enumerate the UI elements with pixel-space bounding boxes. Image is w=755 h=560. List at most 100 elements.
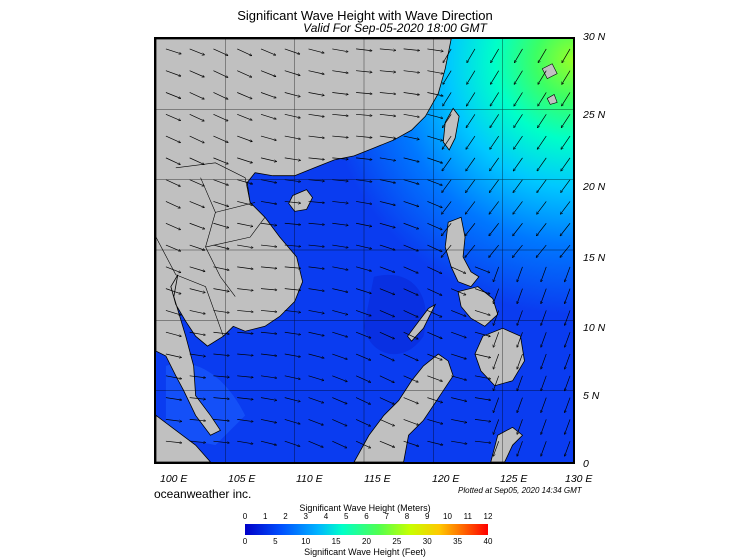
direction-arrow — [474, 288, 490, 294]
direction-arrow — [213, 375, 229, 377]
direction-arrow — [403, 201, 419, 206]
direction-arrow — [474, 440, 491, 443]
direction-arrow — [403, 375, 419, 382]
direction-arrow — [427, 222, 442, 229]
direction-arrow — [213, 310, 229, 312]
direction-arrow — [513, 157, 523, 171]
direction-arrow — [189, 375, 206, 378]
lat-lon-grid — [156, 39, 573, 462]
direction-arrow — [466, 157, 476, 171]
direction-arrow — [165, 179, 180, 187]
direction-arrow — [565, 288, 571, 304]
direction-arrow — [260, 157, 276, 162]
direction-arrow — [237, 419, 253, 421]
borneo-island — [353, 353, 454, 462]
direction-arrow — [493, 288, 500, 304]
direction-arrow — [260, 135, 276, 140]
lon-label-105e: 105 E — [228, 473, 256, 485]
direction-arrow — [427, 397, 442, 403]
direction-arrow — [517, 310, 523, 325]
luzon-island — [444, 216, 480, 288]
direction-arrow — [474, 419, 491, 421]
feet-tick-10: 10 — [301, 537, 311, 546]
lat-label-20n: 20 N — [583, 181, 606, 193]
direction-arrow — [260, 222, 277, 225]
direction-arrow — [451, 310, 466, 316]
meters-tick-12: 12 — [483, 512, 493, 521]
feet-tick-20: 20 — [362, 537, 371, 546]
direction-arrow — [284, 310, 301, 312]
direction-arrow — [403, 266, 419, 273]
lon-label-115e: 115 E — [364, 473, 391, 485]
direction-arrow — [538, 92, 547, 105]
direction-arrow — [189, 48, 205, 55]
direction-arrow — [403, 288, 418, 296]
direction-arrow — [356, 244, 371, 249]
direction-arrow — [379, 92, 396, 94]
direction-arrow — [165, 244, 181, 251]
meters-tick-0: 0 — [242, 512, 248, 521]
direction-arrow — [490, 70, 500, 85]
sumatra-island — [156, 414, 212, 462]
direction-arrow — [260, 48, 276, 55]
direction-arrow — [260, 310, 277, 311]
direction-arrow — [260, 353, 277, 356]
direction-arrow — [379, 440, 395, 447]
direction-arrow — [427, 353, 442, 360]
direction-arrow — [474, 353, 490, 358]
direction-arrow — [541, 375, 547, 391]
direction-arrow — [403, 440, 419, 446]
direction-arrow — [493, 419, 500, 434]
direction-arrow — [403, 135, 420, 139]
feet-tick-40: 40 — [483, 537, 493, 546]
direction-arrow — [237, 70, 251, 78]
direction-arrow — [427, 288, 441, 296]
lat-label-10n: 10 N — [583, 322, 606, 334]
direction-arrow — [332, 70, 348, 73]
direction-arrow — [493, 266, 500, 282]
direction-arrow — [427, 375, 442, 381]
direction-arrow — [355, 419, 370, 426]
direction-arrow — [308, 157, 325, 160]
wave-direction-arrows — [165, 48, 571, 456]
direction-arrow — [538, 114, 547, 127]
direction-arrow — [355, 331, 371, 338]
direction-arrow — [284, 353, 301, 357]
direction-arrow — [379, 70, 396, 72]
direction-arrow — [332, 331, 347, 337]
direction-arrow — [213, 331, 229, 334]
direction-arrow — [284, 288, 301, 291]
direction-arrow — [493, 332, 500, 347]
direction-arrow — [165, 266, 181, 273]
direction-arrow — [356, 179, 372, 182]
direction-arrow — [379, 266, 395, 272]
direction-arrow — [427, 179, 442, 186]
direction-arrow — [565, 266, 571, 282]
direction-arrow — [541, 310, 547, 325]
direction-arrow — [237, 440, 253, 444]
direction-arrow — [308, 419, 324, 425]
direction-arrow — [427, 201, 442, 207]
direction-arrow — [213, 397, 229, 399]
direction-arrow — [441, 244, 452, 257]
direction-arrow — [379, 222, 395, 227]
direction-arrow — [237, 179, 252, 184]
direction-arrow — [403, 331, 418, 339]
direction-arrow — [442, 114, 452, 127]
direction-arrow — [379, 157, 396, 161]
direction-arrow — [537, 135, 547, 149]
direction-arrow — [284, 157, 301, 160]
direction-arrow — [427, 266, 441, 274]
direction-arrow — [213, 135, 228, 142]
direction-arrow — [260, 201, 277, 204]
direction-arrow — [356, 157, 372, 160]
direction-arrow — [213, 201, 228, 206]
direction-arrow — [356, 70, 372, 73]
direction-arrow — [165, 440, 182, 443]
direction-arrow — [284, 375, 300, 379]
meters-tick-5: 5 — [344, 512, 349, 521]
direction-arrow — [189, 331, 206, 335]
direction-arrow — [536, 223, 547, 235]
lon-label-110e: 110 E — [296, 473, 323, 485]
direction-arrow — [308, 440, 324, 447]
